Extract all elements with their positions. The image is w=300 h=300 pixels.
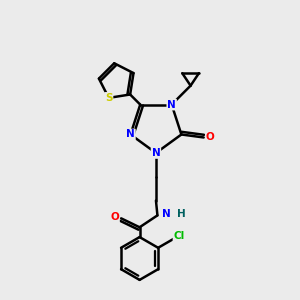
Text: N: N (126, 130, 135, 140)
Text: O: O (206, 133, 214, 142)
Text: N: N (152, 148, 160, 158)
Text: H: H (177, 209, 186, 219)
Text: O: O (110, 212, 119, 222)
Text: N: N (162, 209, 171, 219)
Text: N: N (167, 100, 176, 110)
Text: Cl: Cl (173, 231, 185, 241)
Text: S: S (105, 93, 112, 103)
